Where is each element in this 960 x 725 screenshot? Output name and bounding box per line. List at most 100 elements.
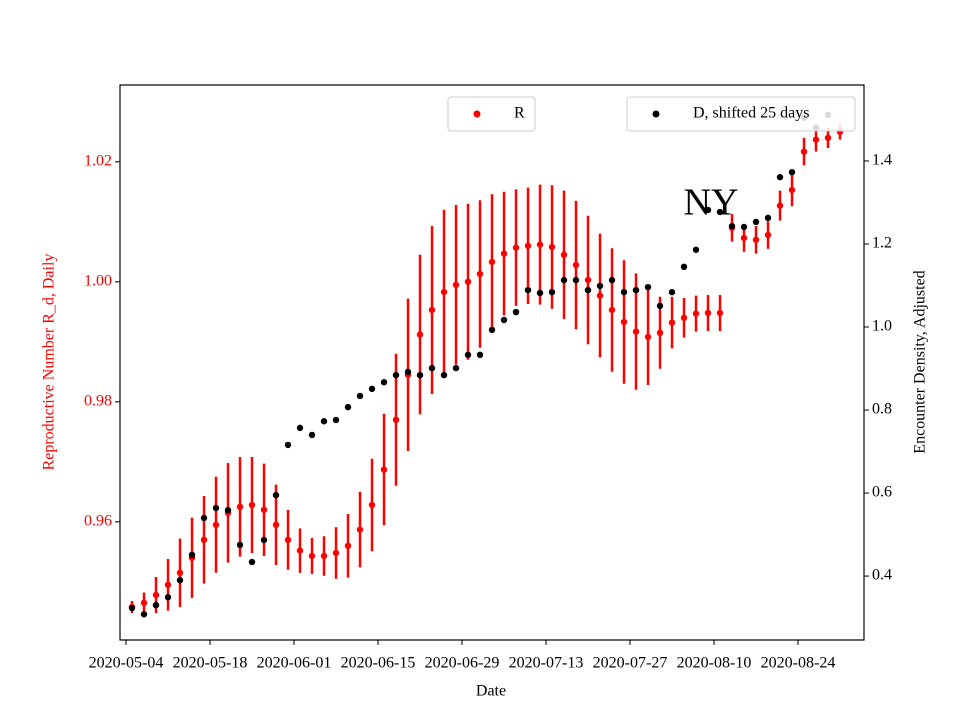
point: [152, 591, 160, 599]
point: [296, 424, 304, 432]
x-tick-label: 2020-06-15: [341, 655, 416, 672]
point: [644, 333, 652, 341]
point: [524, 286, 532, 294]
x-tick-label: 2020-08-24: [761, 655, 836, 672]
plot-frame: [119, 84, 865, 641]
point: [140, 611, 148, 618]
point: [560, 251, 568, 258]
point: [620, 288, 628, 296]
point: [296, 547, 304, 554]
point: [392, 371, 400, 379]
point: [440, 288, 448, 296]
y-tick-label: 0.96: [84, 512, 112, 529]
point: [536, 241, 544, 248]
point: [476, 351, 484, 359]
point: [236, 503, 244, 510]
y2-tick-label: 1.4: [872, 152, 892, 169]
point: [332, 549, 340, 557]
x-axis-label: Date: [476, 683, 506, 700]
point: [416, 331, 424, 338]
point: [752, 236, 760, 243]
point: [428, 306, 436, 314]
point: [200, 514, 208, 522]
point: [776, 202, 784, 209]
y2-tick-label: 1.2: [872, 235, 892, 252]
point: [488, 258, 496, 266]
legend-marker: [652, 110, 660, 118]
point: [488, 326, 496, 334]
point: [740, 223, 748, 231]
point: [572, 276, 580, 284]
x-tick-label: 2020-07-13: [509, 655, 584, 672]
point: [716, 208, 724, 216]
point: [176, 577, 184, 584]
legend-box: [626, 96, 856, 132]
point: [236, 541, 244, 549]
y-tick-label: 1.02: [84, 152, 112, 169]
point: [380, 466, 388, 473]
point: [740, 234, 748, 242]
point: [608, 306, 616, 314]
point: [596, 292, 604, 299]
point: [248, 501, 256, 509]
point: [752, 218, 760, 226]
y-tick-label: 1.00: [84, 272, 112, 289]
point: [260, 536, 268, 544]
point: [356, 392, 364, 400]
y2-axis-label: Encounter Density, Adjusted: [912, 270, 929, 453]
point: [308, 431, 316, 439]
point: [212, 521, 220, 528]
y-tick-label: 0.98: [84, 392, 112, 409]
point: [212, 504, 220, 512]
point: [512, 308, 520, 316]
point: [764, 231, 772, 239]
point: [416, 371, 424, 379]
x-tick-label: 2020-05-04: [89, 655, 164, 672]
point: [404, 368, 412, 376]
point: [140, 599, 148, 606]
point: [452, 364, 460, 372]
point: [200, 536, 208, 543]
point: [320, 418, 328, 425]
point: [284, 441, 292, 449]
point: [224, 506, 232, 514]
point: [620, 318, 628, 326]
legend: R: [447, 96, 536, 132]
legend-label: R: [514, 105, 525, 122]
point: [272, 521, 280, 528]
point: [152, 601, 160, 609]
point: [692, 246, 700, 253]
y2-tick-label: 1.0: [872, 318, 892, 335]
point: [596, 282, 604, 290]
point: [572, 261, 580, 269]
point: [776, 173, 784, 181]
point: [728, 222, 736, 230]
point: [812, 136, 820, 143]
point: [476, 270, 484, 278]
point: [680, 263, 688, 271]
point: [368, 385, 376, 393]
y2-tick-label: 0.8: [872, 401, 892, 418]
point: [788, 168, 796, 176]
point: [248, 558, 256, 566]
x-tick-label: 2020-08-10: [677, 655, 752, 672]
point: [164, 594, 172, 601]
point: [704, 309, 712, 317]
point: [512, 244, 520, 251]
point: [188, 551, 196, 559]
point: [176, 569, 184, 576]
point: [284, 536, 292, 543]
point: [668, 288, 676, 296]
point: [320, 552, 328, 560]
legend-label: D, shifted 25 days: [693, 105, 809, 122]
point: [788, 186, 796, 194]
point: [824, 134, 832, 141]
point: [524, 242, 532, 249]
point: [656, 329, 664, 336]
point: [440, 371, 448, 379]
x-tick-label: 2020-05-18: [173, 655, 248, 672]
point: [800, 148, 808, 155]
point: [584, 276, 592, 284]
